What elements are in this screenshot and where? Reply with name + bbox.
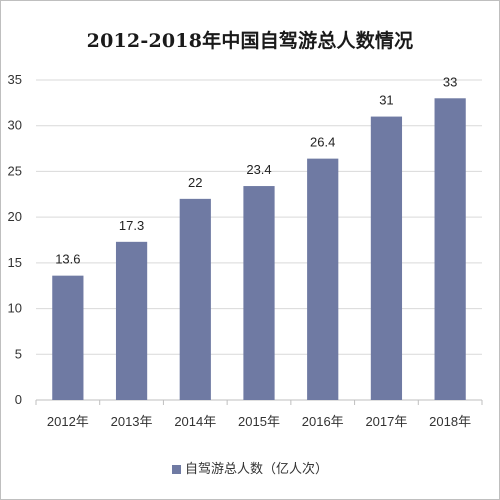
y-tick-label: 35 (8, 72, 22, 87)
legend: 自驾游总人数（亿人次） (0, 458, 500, 477)
x-tick-label: 2013年 (111, 414, 153, 429)
y-tick-label: 15 (8, 255, 22, 270)
x-tick-label: 2017年 (365, 414, 407, 429)
bar (115, 241, 148, 400)
y-tick-label: 25 (8, 163, 22, 178)
legend-label: 自驾游总人数（亿人次） (184, 462, 328, 477)
bar (307, 158, 339, 400)
bar (179, 198, 211, 400)
y-tick-label: 5 (15, 346, 22, 361)
x-tick-label: 2018年 (429, 414, 471, 429)
y-tick-label: 10 (8, 301, 22, 316)
bar (434, 98, 466, 401)
data-label: 31 (379, 93, 393, 108)
bar (243, 186, 275, 400)
y-tick-label: 20 (8, 209, 22, 224)
y-tick-label: 30 (8, 118, 22, 133)
legend-swatch (171, 465, 181, 474)
data-label: 22 (188, 175, 202, 190)
data-label: 33 (443, 74, 457, 89)
data-label: 26.4 (310, 135, 335, 150)
bar (52, 275, 84, 400)
chart-title: 2012-2018年中国自驾游总人数情况 (86, 30, 414, 52)
bar (370, 116, 403, 401)
x-tick-label: 2016年 (302, 414, 344, 429)
data-label: 23.4 (246, 162, 271, 177)
x-tick-label: 2015年 (238, 414, 280, 429)
x-tick-label: 2012年 (47, 414, 89, 429)
y-tick-label: 0 (15, 392, 22, 407)
data-label: 13.6 (55, 252, 80, 267)
data-label: 17.3 (119, 218, 144, 233)
x-tick-label: 2014年 (174, 414, 216, 429)
